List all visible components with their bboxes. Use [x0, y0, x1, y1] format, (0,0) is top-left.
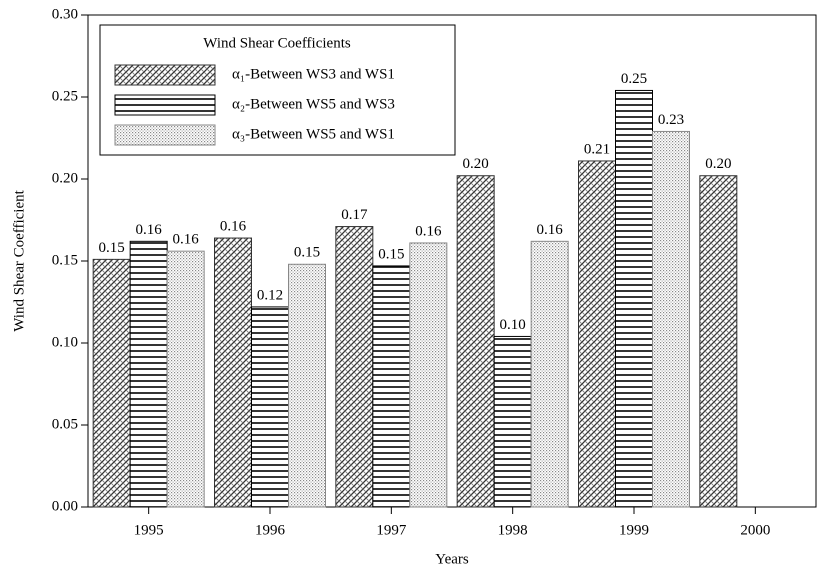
- x-axis-label: Years: [435, 551, 469, 567]
- legend-label: α₃-Between WS5 and WS1: [232, 126, 395, 142]
- legend-swatch: [114, 124, 216, 146]
- y-tick-label: 0.20: [52, 170, 78, 186]
- legend-label: α₂-Between WS5 and WS3: [232, 96, 395, 112]
- data-label: 0.21: [584, 141, 610, 157]
- bar: [372, 265, 411, 508]
- data-label: 0.25: [621, 71, 647, 87]
- data-label: 0.10: [500, 317, 526, 333]
- bar: [166, 250, 205, 508]
- bar: [699, 175, 738, 508]
- data-label: 0.15: [378, 246, 404, 262]
- y-tick-label: 0.15: [52, 252, 78, 268]
- x-tick-label: 1995: [134, 522, 164, 538]
- bar: [409, 242, 448, 508]
- legend-swatch: [114, 64, 216, 86]
- data-label: 0.16: [173, 232, 200, 248]
- y-tick-label: 0.25: [52, 88, 78, 104]
- data-label: 0.20: [463, 156, 489, 172]
- data-label: 0.15: [294, 245, 320, 261]
- bar: [288, 263, 326, 508]
- y-axis-label: Wind Shear Coefficient: [11, 189, 27, 331]
- bar: [578, 160, 616, 508]
- y-tick-label: 0.30: [52, 6, 78, 22]
- data-label: 0.16: [220, 218, 247, 234]
- bar: [493, 335, 532, 508]
- data-label: 0.12: [257, 287, 283, 303]
- y-tick-label: 0.05: [52, 416, 78, 432]
- bar: [456, 175, 495, 508]
- data-label: 0.16: [537, 222, 564, 238]
- bar: [615, 89, 653, 508]
- data-label: 0.16: [415, 223, 442, 239]
- bar: [92, 258, 131, 508]
- legend-title: Wind Shear Coefficients: [203, 35, 351, 51]
- bar: [214, 237, 252, 508]
- x-tick-label: 1998: [498, 522, 528, 538]
- x-tick-label: 1997: [376, 522, 407, 538]
- legend-swatch: [114, 94, 216, 116]
- data-label: 0.15: [99, 240, 125, 256]
- y-tick-label: 0.00: [52, 498, 78, 514]
- bar: [652, 130, 690, 508]
- bar: [251, 306, 289, 508]
- data-label: 0.16: [136, 222, 163, 238]
- y-tick-label: 0.10: [52, 334, 78, 350]
- bar: [129, 240, 168, 508]
- data-label: 0.23: [658, 112, 684, 128]
- x-tick-label: 2000: [740, 522, 770, 538]
- x-tick-label: 1999: [619, 522, 649, 538]
- x-tick-label: 1996: [255, 522, 286, 538]
- bar: [335, 226, 374, 508]
- data-label: 0.17: [341, 207, 368, 223]
- bar: [530, 240, 569, 508]
- legend-label: α₁-Between WS3 and WS1: [232, 66, 395, 82]
- data-label: 0.20: [705, 156, 731, 172]
